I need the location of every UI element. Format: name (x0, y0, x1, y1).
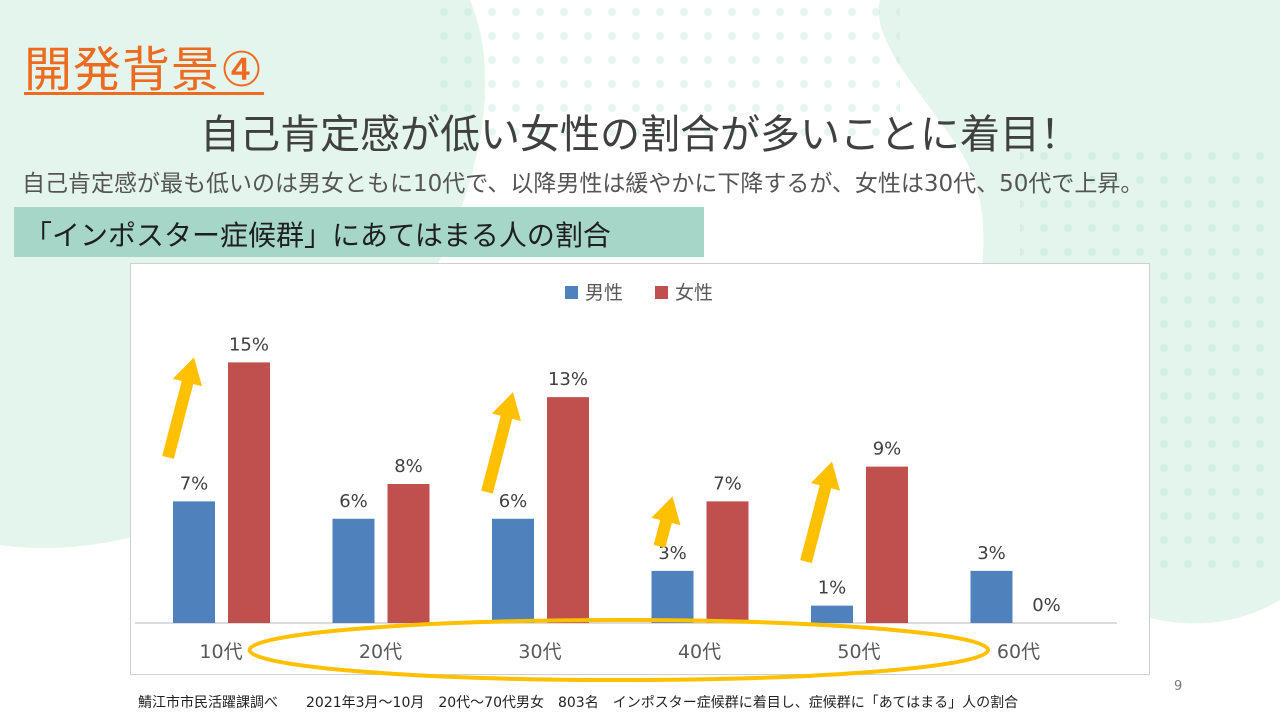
data-label-1-1: 8% (394, 456, 423, 477)
slide-subtitle: 自己肯定感が低い女性の割合が多いことに着目！ (200, 112, 1080, 158)
category-label-0: 10代 (199, 641, 242, 663)
legend-label-0: 男性 (585, 282, 623, 304)
data-label-1-2: 13% (548, 369, 588, 390)
bar-1-4 (866, 466, 908, 623)
legend-swatch-1 (655, 286, 668, 299)
bar-chart: 男性 女性 7% 15% 10代 6% 8% 20代 6% 13% 30代 3% 7% 40代 1% 9% 50… (135, 282, 1117, 663)
footnote: 鯖江市市民活躍課調べ 2021年3月～10月 20代～70代男女 803名 イン… (138, 695, 1019, 711)
category-label-5: 60代 (997, 641, 1040, 663)
chart-container: 男性 女性 7% 15% 10代 6% 8% 20代 6% 13% 30代 3% 7% 40代 1% 9% 50… (130, 263, 1150, 675)
chart-legend: 男性 女性 (565, 282, 713, 304)
data-label-0-2: 6% (499, 491, 528, 512)
category-label-4: 50代 (837, 641, 880, 663)
legend-label-1: 女性 (675, 282, 713, 304)
data-label-0-1: 6% (339, 491, 368, 512)
category-label-2: 30代 (518, 641, 561, 663)
category-label-1: 20代 (359, 641, 402, 663)
data-label-0-5: 3% (977, 543, 1006, 564)
bar-0-2 (492, 518, 534, 623)
bar-0-3 (651, 570, 694, 623)
legend-swatch-0 (565, 286, 578, 299)
data-label-0-0: 7% (180, 473, 209, 494)
data-label-0-3: 3% (658, 543, 687, 564)
category-label-3: 40代 (678, 641, 721, 663)
data-label-0-4: 1% (818, 578, 847, 599)
bar-1-0 (228, 362, 270, 623)
bar-0-0 (173, 501, 215, 623)
data-label-1-0: 15% (229, 334, 269, 355)
bar-1-1 (387, 484, 430, 623)
bar-0-1 (332, 518, 375, 623)
bar-0-5 (970, 570, 1013, 623)
section-band-label: 「インポスター症候群」にあてはまる人の割合 (24, 219, 611, 252)
data-label-1-3: 7% (713, 473, 742, 494)
data-label-1-4: 9% (873, 439, 902, 460)
data-label-1-5: 0% (1032, 595, 1061, 616)
section-band: 「インポスター症候群」にあてはまる人の割合 (14, 207, 704, 257)
bar-0-4 (811, 605, 853, 623)
bar-1-3 (706, 501, 749, 623)
slide-description: 自己肯定感が最も低いのは男女ともに10代で、以降男性は緩やかに下降するが、女性は… (22, 171, 1144, 197)
slide-title: 開発背景④ (24, 42, 265, 98)
page-number: 9 (1174, 679, 1183, 694)
bar-1-2 (547, 397, 589, 623)
